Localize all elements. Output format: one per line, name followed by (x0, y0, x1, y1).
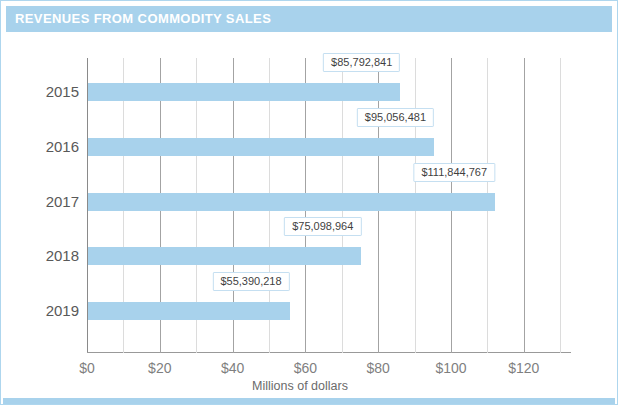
plot-area: $85,792,841$95,056,481$111,844,767$75,09… (87, 58, 571, 353)
value-label-2017: $111,844,767 (413, 163, 495, 182)
report-section: REVENUES FROM COMMODITY SALES $85,792,84… (0, 0, 618, 405)
x-axis-title: Millions of dollars (252, 379, 348, 393)
x-tick-label-100: $100 (435, 360, 466, 376)
next-section-strip (3, 398, 615, 404)
bar-2019 (88, 302, 290, 320)
year-label-2016: 2016 (27, 138, 79, 156)
value-label-2018: $75,098,964 (284, 217, 361, 236)
value-label-2015: $85,792,841 (323, 53, 400, 72)
value-label-2016: $95,056,481 (357, 108, 434, 127)
year-label-2019: 2019 (27, 302, 79, 320)
year-label-2015: 2015 (27, 83, 79, 101)
bar-2016 (88, 138, 434, 156)
x-tick-label-120: $120 (508, 360, 539, 376)
x-tick-label-0: $0 (79, 360, 95, 376)
section-title: REVENUES FROM COMMODITY SALES (15, 11, 271, 26)
x-tick-label-60: $60 (294, 360, 317, 376)
bar-2018 (88, 247, 361, 265)
bar-2017 (88, 193, 495, 211)
bar-2015 (88, 83, 400, 101)
minor-gridline (560, 58, 561, 353)
x-tick-label-40: $40 (221, 360, 244, 376)
value-label-2019: $55,390,218 (212, 272, 289, 291)
major-gridline (524, 58, 525, 353)
year-label-2017: 2017 (27, 193, 79, 211)
section-header: REVENUES FROM COMMODITY SALES (6, 6, 612, 32)
year-label-2018: 2018 (27, 247, 79, 265)
x-tick-label-80: $80 (367, 360, 390, 376)
x-tick-label-20: $20 (148, 360, 171, 376)
